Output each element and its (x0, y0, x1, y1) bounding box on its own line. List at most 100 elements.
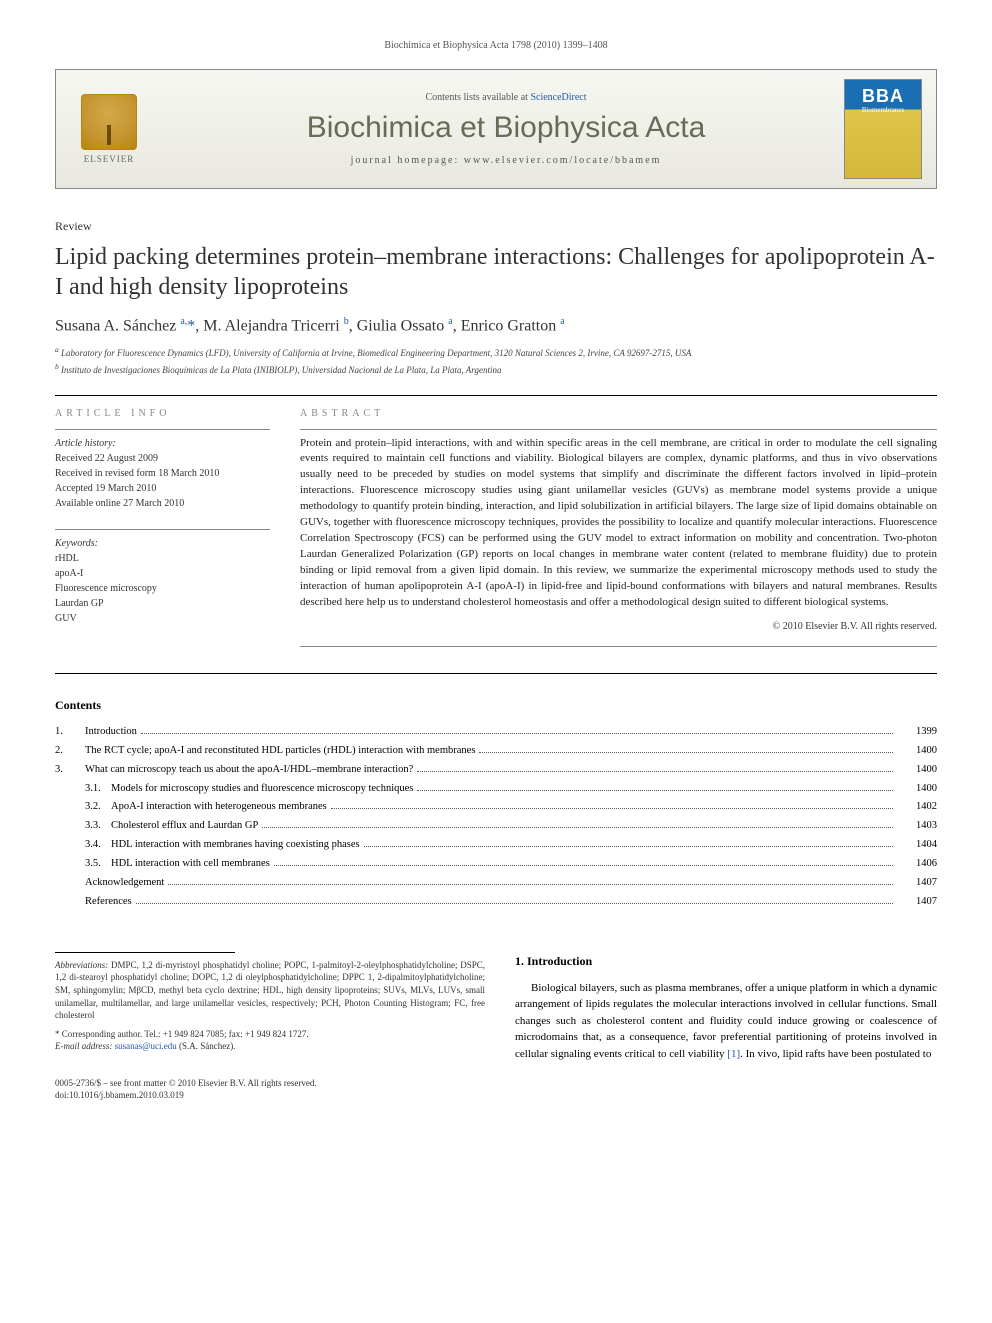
toc-number: 3.5. (55, 855, 111, 874)
toc-label: Acknowledgement (85, 874, 164, 893)
email-suffix: (S.A. Sánchez). (177, 1041, 236, 1051)
toc-row: 2.The RCT cycle; apoA-I and reconstitute… (55, 742, 937, 761)
email-line: E-mail address: susanas@uci.edu (S.A. Sá… (55, 1040, 485, 1053)
corresponding-author: * Corresponding author. Tel.: +1 949 824… (55, 1028, 485, 1041)
divider-thin (55, 529, 270, 530)
introduction-paragraph: Biological bilayers, such as plasma memb… (515, 980, 937, 1063)
toc-leader-dots (417, 790, 893, 791)
footnotes-column: Abbreviations: DMPC, 1,2 di-myristoyl ph… (55, 952, 485, 1102)
toc-page: 1399 (897, 723, 937, 742)
reference-link[interactable]: [1] (727, 1048, 740, 1060)
article-title: Lipid packing determines protein–membran… (55, 242, 937, 302)
toc-number: 3.1. (55, 780, 111, 799)
cover-title: BBA (845, 86, 921, 107)
elsevier-label: ELSEVIER (84, 154, 135, 164)
article-info-column: ARTICLE INFO Article history: Received 2… (55, 408, 270, 653)
toc-label: HDL interaction with cell membranes (111, 855, 270, 874)
toc-page: 1407 (897, 893, 937, 912)
front-matter-line: 0005-2736/$ – see front matter © 2010 El… (55, 1077, 485, 1090)
toc-page: 1400 (897, 761, 937, 780)
contents-heading: Contents (55, 698, 937, 713)
footnote-rule (55, 952, 235, 953)
toc-label: Introduction (85, 723, 137, 742)
journal-cover-thumbnail: BBA Biomembranes (844, 79, 922, 179)
contents-available-line: Contents lists available at ScienceDirec… (168, 92, 844, 103)
toc-label: The RCT cycle; apoA-I and reconstituted … (85, 742, 475, 761)
toc-row: 1.Introduction 1399 (55, 723, 937, 742)
article-history: Article history: Received 22 August 2009… (55, 436, 270, 511)
email-link[interactable]: susanas@uci.edu (115, 1041, 177, 1051)
toc-leader-dots (479, 752, 893, 753)
banner-middle: Contents lists available at ScienceDirec… (168, 92, 844, 166)
toc-leader-dots (331, 808, 893, 809)
toc-number: 1. (55, 723, 85, 742)
toc-row: 3.1.Models for microscopy studies and fl… (55, 780, 937, 799)
table-of-contents: Contents 1.Introduction 13992.The RCT cyc… (55, 698, 937, 912)
abbrev-label: Abbreviations: (55, 960, 108, 970)
toc-leader-dots (274, 865, 893, 866)
journal-name: Biochimica et Biophysica Acta (168, 111, 844, 145)
homepage-prefix: journal homepage: (351, 155, 464, 166)
homepage-url: www.elsevier.com/locate/bbamem (464, 155, 662, 166)
divider-thin (55, 429, 270, 430)
abbreviations: Abbreviations: DMPC, 1,2 di-myristoyl ph… (55, 959, 485, 1022)
introduction-column: 1. Introduction Biological bilayers, suc… (515, 952, 937, 1102)
intro-text-2: . In vivo, lipid rafts have been postula… (740, 1048, 931, 1060)
toc-page: 1404 (897, 836, 937, 855)
abstract-label: ABSTRACT (300, 408, 937, 419)
abbrev-text: DMPC, 1,2 di-myristoyl phosphatidyl chol… (55, 960, 485, 1020)
toc-leader-dots (364, 846, 893, 847)
doi-line: doi:10.1016/j.bbamem.2010.03.019 (55, 1089, 485, 1102)
affiliations: a Laboratory for Fluorescence Dynamics (… (55, 345, 937, 376)
keywords-title: Keywords: (55, 536, 270, 551)
toc-row: 3.3.Cholesterol efflux and Laurdan GP140… (55, 817, 937, 836)
toc-leader-dots (262, 827, 893, 828)
toc-label: References (85, 893, 132, 912)
toc-leader-dots (136, 903, 893, 904)
toc-label: HDL interaction with membranes having co… (111, 836, 360, 855)
divider-thin (300, 646, 937, 647)
copyright-line: © 2010 Elsevier B.V. All rights reserved… (300, 621, 937, 632)
history-line: Available online 27 March 2010 (55, 496, 270, 511)
email-label: E-mail address: (55, 1041, 115, 1051)
article-type: Review (55, 219, 937, 234)
history-title: Article history: (55, 436, 270, 451)
affiliation-line: a Laboratory for Fluorescence Dynamics (… (55, 345, 937, 360)
divider-thin (300, 429, 937, 430)
journal-banner: ELSEVIER Contents lists available at Sci… (55, 69, 937, 189)
toc-leader-dots (168, 884, 893, 885)
history-line: Received 22 August 2009 (55, 451, 270, 466)
toc-number: 3. (55, 761, 85, 780)
toc-page: 1406 (897, 855, 937, 874)
toc-page: 1402 (897, 798, 937, 817)
toc-row: 3.What can microscopy teach us about the… (55, 761, 937, 780)
keyword: rHDL (55, 551, 270, 566)
elsevier-tree-icon (81, 94, 137, 150)
toc-page: 1400 (897, 742, 937, 761)
sciencedirect-link[interactable]: ScienceDirect (530, 92, 586, 103)
toc-page: 1407 (897, 874, 937, 893)
toc-row: 3.2.ApoA-I interaction with heterogeneou… (55, 798, 937, 817)
running-header: Biochimica et Biophysica Acta 1798 (2010… (55, 40, 937, 51)
author-list: Susana A. Sánchez a,*, M. Alejandra Tric… (55, 316, 937, 335)
corr-label: * Corresponding author. (55, 1029, 144, 1039)
toc-page: 1403 (897, 817, 937, 836)
history-line: Received in revised form 18 March 2010 (55, 466, 270, 481)
toc-page: 1400 (897, 780, 937, 799)
keyword: Laurdan GP (55, 596, 270, 611)
toc-leader-dots (417, 771, 893, 772)
toc-row: 3.4.HDL interaction with membranes havin… (55, 836, 937, 855)
toc-label: Models for microscopy studies and fluore… (111, 780, 413, 799)
toc-row: References 1407 (55, 893, 937, 912)
toc-label: What can microscopy teach us about the a… (85, 761, 413, 780)
toc-row: Acknowledgement 1407 (55, 874, 937, 893)
keyword: Fluorescence microscopy (55, 581, 270, 596)
keywords-block: Keywords: rHDLapoA-IFluorescence microsc… (55, 536, 270, 626)
cover-subtitle: Biomembranes (845, 106, 921, 114)
toc-number: 3.3. (55, 817, 111, 836)
article-info-label: ARTICLE INFO (55, 408, 270, 419)
divider (55, 395, 937, 396)
toc-row: 3.5.HDL interaction with cell membranes 1… (55, 855, 937, 874)
keyword: GUV (55, 611, 270, 626)
affiliation-line: b Instituto de Investigaciones Bioquímic… (55, 362, 937, 377)
